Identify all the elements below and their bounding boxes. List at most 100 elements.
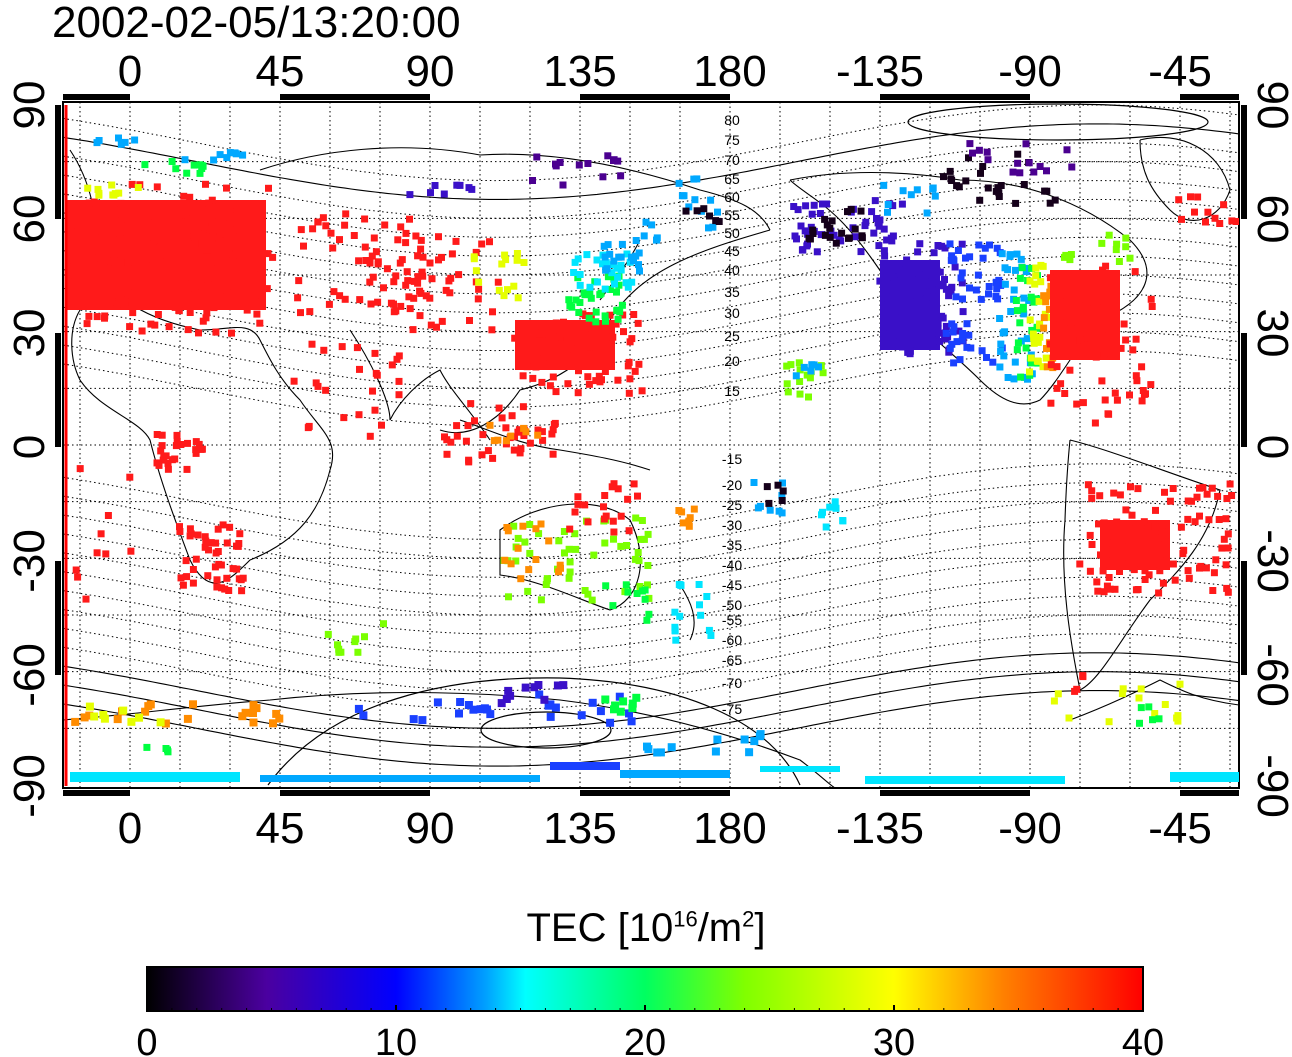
tec-cell xyxy=(414,273,422,281)
tec-cell xyxy=(601,285,609,293)
tec-cell xyxy=(494,278,502,286)
tec-cell xyxy=(975,146,983,154)
tec-cell xyxy=(949,328,957,336)
tec-cell xyxy=(897,270,905,278)
tec-cell xyxy=(618,240,626,248)
tec-cell xyxy=(1191,208,1198,216)
tec-cell xyxy=(778,497,786,504)
tec-cell xyxy=(144,702,153,711)
tec-cell xyxy=(466,317,473,324)
tec-cell xyxy=(1036,320,1044,328)
tec-cell xyxy=(810,201,818,209)
tec-cell xyxy=(1043,363,1051,371)
tec-cell xyxy=(1117,344,1125,352)
tec-cell xyxy=(402,229,410,237)
tec-cell xyxy=(529,374,537,382)
tec-cell xyxy=(745,748,754,757)
tec-cell xyxy=(549,450,557,458)
tec-cell xyxy=(1010,286,1018,294)
tec-cell xyxy=(109,191,117,199)
tec-cell xyxy=(810,361,818,369)
tec-cell xyxy=(192,438,200,446)
tec-cell xyxy=(186,532,194,540)
tec-cell xyxy=(947,287,955,295)
tec-cell xyxy=(1011,358,1019,366)
tec-cell xyxy=(355,411,363,419)
tec-cell xyxy=(158,442,166,450)
tec-cell xyxy=(571,508,579,516)
tec-cell xyxy=(182,557,190,565)
tec-cell xyxy=(505,593,512,601)
tec-cell xyxy=(880,225,888,233)
tec-cell xyxy=(779,487,787,495)
tec-cell xyxy=(192,449,200,457)
tec-cell xyxy=(368,252,376,260)
top-axis-bar xyxy=(1180,94,1239,100)
tec-cell xyxy=(831,498,839,506)
tec-cell xyxy=(952,293,960,301)
tec-cell xyxy=(942,329,950,337)
right-lat-label: -30 xyxy=(1248,529,1292,593)
tec-cell xyxy=(533,153,541,161)
tec-cell xyxy=(622,581,630,589)
tec-cell xyxy=(705,626,713,634)
tec-cell xyxy=(1026,277,1034,285)
contour-label: -50 xyxy=(722,597,742,613)
tec-cell xyxy=(201,223,209,231)
tec-cell xyxy=(685,203,693,211)
tec-cell xyxy=(610,257,618,265)
tec-cell xyxy=(1188,497,1195,505)
tec-cell xyxy=(889,331,897,339)
tec-cell xyxy=(1016,319,1024,327)
contour-label: 20 xyxy=(724,353,740,369)
tec-cell xyxy=(191,240,199,248)
tec-cell xyxy=(83,320,91,328)
tec-cell xyxy=(469,705,478,714)
tec-cell xyxy=(1040,314,1048,322)
bottom-axis-bar xyxy=(580,790,730,796)
tec-cell xyxy=(177,441,185,448)
tec-cell xyxy=(417,236,425,244)
tec-cell xyxy=(354,648,362,656)
tec-cell xyxy=(272,709,281,718)
tec-cell xyxy=(750,479,758,486)
tec-cell xyxy=(947,256,955,264)
tec-cell xyxy=(561,549,568,557)
tec-cell xyxy=(560,318,567,326)
tec-cell xyxy=(1035,297,1043,305)
tec-cell xyxy=(1032,272,1040,280)
tec-cell xyxy=(435,233,442,241)
tec-cell xyxy=(571,530,579,538)
tec-cell xyxy=(898,307,906,315)
tec-cell xyxy=(249,701,258,710)
tec-cell xyxy=(1022,344,1030,352)
tec-cell xyxy=(1006,251,1014,259)
tec-cell xyxy=(574,493,582,501)
tec-cell xyxy=(168,158,176,165)
tec-cell xyxy=(1030,298,1038,306)
tec-cell xyxy=(1178,215,1185,223)
tec-cell xyxy=(523,363,531,371)
tec-cell xyxy=(584,590,592,598)
tec-cell xyxy=(1141,576,1149,583)
tec-cell xyxy=(590,551,598,559)
tec-cell xyxy=(945,348,953,356)
tec-cell xyxy=(899,187,907,195)
tec-cell xyxy=(246,220,254,228)
tec-cell xyxy=(153,183,161,191)
tec-cell xyxy=(611,701,620,710)
tec-cell xyxy=(175,307,183,315)
tec-cell xyxy=(1022,140,1030,148)
tec-cell xyxy=(616,707,625,716)
tec-cell xyxy=(1057,380,1065,388)
bottom-lon-label: 90 xyxy=(406,804,455,853)
tec-cell xyxy=(322,386,330,394)
tec-cell xyxy=(297,226,305,234)
tec-cell xyxy=(1202,564,1210,572)
tec-cell xyxy=(1046,288,1054,296)
tec-band-antarctic-4 xyxy=(620,770,730,778)
tec-cell xyxy=(356,365,363,373)
tec-cell xyxy=(626,375,634,383)
tec-cell xyxy=(999,329,1007,337)
tec-cell xyxy=(614,376,622,384)
